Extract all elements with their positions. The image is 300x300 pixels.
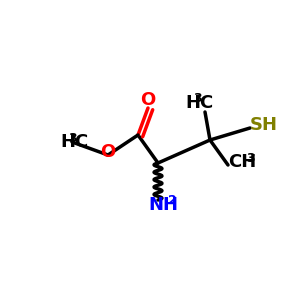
Text: NH: NH (148, 196, 178, 214)
Text: 3: 3 (68, 131, 76, 145)
Text: C: C (74, 133, 87, 151)
Text: 3: 3 (193, 92, 202, 106)
Text: O: O (140, 91, 156, 109)
Text: H: H (60, 133, 75, 151)
Text: CH: CH (228, 153, 256, 171)
Text: O: O (100, 143, 116, 161)
Text: SH: SH (250, 116, 278, 134)
Text: C: C (199, 94, 212, 112)
Text: 2: 2 (168, 194, 177, 208)
Text: 3: 3 (246, 152, 255, 164)
Text: H: H (185, 94, 200, 112)
